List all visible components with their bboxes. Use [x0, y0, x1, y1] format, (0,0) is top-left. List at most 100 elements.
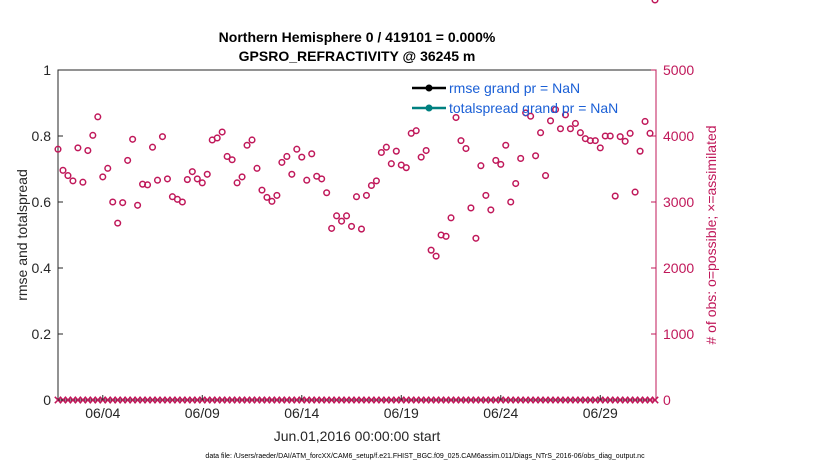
obs-possible-point — [124, 156, 132, 164]
obs-possible-point — [641, 117, 649, 126]
obs-possible-point — [293, 145, 301, 153]
obs-possible-point — [422, 146, 430, 155]
obs-possible-point — [532, 152, 540, 160]
obs-possible-point — [273, 191, 281, 199]
obs-possible-point — [527, 112, 535, 120]
x-axis: 06/04 06/09 06/14 06/19 06/24 06/29 — [85, 395, 618, 421]
y2-tick-label: 3000 — [663, 194, 694, 210]
y2-tick-label: 2000 — [663, 260, 694, 276]
y-tick-label: 0.2 — [32, 326, 52, 342]
x-tick-label: 06/29 — [583, 405, 618, 421]
obs-possible-point — [129, 135, 137, 143]
obs-possible-point — [457, 137, 465, 145]
obs-possible-point — [497, 160, 505, 168]
obs-possible-point — [99, 173, 107, 181]
x-tick-label: 06/04 — [85, 405, 120, 421]
chart-subtitle: GPSRO_REFRACTIVITY @ 36245 m — [239, 48, 476, 64]
obs-possible-point — [233, 179, 241, 187]
obs-possible-point — [193, 175, 201, 183]
data-file-footnote: data file: /Users/raeder/DAI/ATM_forcXX/… — [205, 453, 645, 460]
obs-possible-point — [561, 111, 570, 119]
y2-tick-label: 5000 — [663, 62, 694, 78]
y2-tick-label: 1000 — [663, 326, 694, 342]
obs-possible-point — [566, 125, 574, 133]
obs-possible-point — [482, 191, 490, 199]
obs-possible-point — [477, 162, 485, 170]
obs-possible-point — [94, 113, 102, 121]
obs-possible-point — [611, 192, 619, 200]
chart-title: Northern Hemisphere 0 / 419101 = 0.000% — [219, 29, 496, 45]
obs-possible-point — [158, 133, 167, 141]
obs-possible-point — [507, 198, 515, 206]
obs-possible-point — [402, 164, 410, 172]
obs-possible-point — [382, 143, 390, 151]
obs-possible-point — [148, 143, 157, 151]
obs-possible-point — [64, 172, 72, 180]
obs-possible-point — [308, 150, 316, 158]
y-axis-label: rmse and totalspread — [14, 169, 30, 301]
left-y-axis: 0 0.2 0.4 0.6 0.8 1 — [32, 62, 63, 408]
obs-possible-point — [213, 134, 221, 142]
obs-possible-point — [283, 152, 291, 161]
obs-possible-point — [621, 137, 629, 145]
x-tick-label: 06/14 — [284, 405, 319, 421]
y2-tick-label: 4000 — [663, 128, 694, 144]
obs-possible-point — [512, 179, 520, 188]
obs-possible-point — [432, 252, 440, 260]
obs-possible-point — [343, 212, 351, 220]
legend-rmse-label: rmse grand pr = NaN — [449, 80, 580, 96]
obs-possible-point — [318, 175, 326, 183]
obs-possible-point — [74, 144, 82, 152]
obs-possible-point — [223, 152, 231, 161]
obs-possible-point — [522, 109, 530, 117]
obs-possible-point — [188, 168, 196, 176]
obs-possible-point — [89, 131, 97, 139]
obs-possible-point — [362, 191, 371, 199]
obs-possible-point — [542, 172, 550, 180]
obs-possible-point — [253, 164, 261, 172]
obs-possible-point — [487, 206, 495, 214]
obs-possible-point — [104, 164, 112, 172]
x-axis-label: Jun.01,2016 00:00:00 start — [274, 428, 441, 444]
obs-possible-point — [119, 199, 127, 207]
y2-axis-label: # of obs: o=possible; ×=assimilated — [703, 125, 719, 344]
obs-possible-point — [109, 198, 117, 206]
obs-possible-point — [646, 129, 654, 137]
obs-possible-point — [546, 117, 555, 125]
y-tick-label: 1 — [43, 62, 51, 78]
obs-possible-point — [377, 148, 385, 157]
obs-possible-point — [328, 224, 336, 232]
obs-possible-point — [323, 189, 331, 197]
obs-possible-point — [218, 128, 226, 136]
obs-possible-point — [183, 176, 191, 184]
plot-area — [54, 0, 659, 404]
obs-possible-point — [228, 156, 236, 164]
obs-possible-point — [69, 177, 77, 185]
obs-possible-point — [427, 246, 435, 254]
obs-possible-point — [144, 181, 152, 189]
obs-possible-series — [54, 0, 659, 260]
obs-possible-point — [303, 176, 311, 184]
obs-possible-point — [447, 214, 455, 222]
obs-possible-point — [412, 127, 420, 135]
obs-possible-point — [591, 137, 599, 145]
obs-possible-point — [238, 173, 246, 181]
obs-possible-point — [298, 153, 306, 161]
x-tick-label: 06/24 — [483, 405, 518, 421]
obs-possible-point — [268, 197, 276, 205]
plot-frame — [57, 69, 657, 401]
obs-possible-point — [571, 119, 579, 128]
obs-possible-point — [472, 234, 480, 242]
obs-possible-point — [258, 186, 266, 194]
obs-possible-point — [442, 232, 450, 240]
y-tick-label: 0.4 — [32, 260, 52, 276]
obs-possible-point — [372, 177, 380, 185]
obs-assimilated-series — [54, 396, 659, 404]
obs-possible-point — [651, 0, 659, 4]
obs-possible-point — [288, 170, 296, 178]
obs-possible-point — [263, 193, 271, 201]
obs-possible-point — [357, 225, 366, 233]
obs-possible-point — [576, 129, 584, 137]
obs-possible-point — [79, 178, 87, 186]
obs-possible-point — [517, 154, 525, 162]
